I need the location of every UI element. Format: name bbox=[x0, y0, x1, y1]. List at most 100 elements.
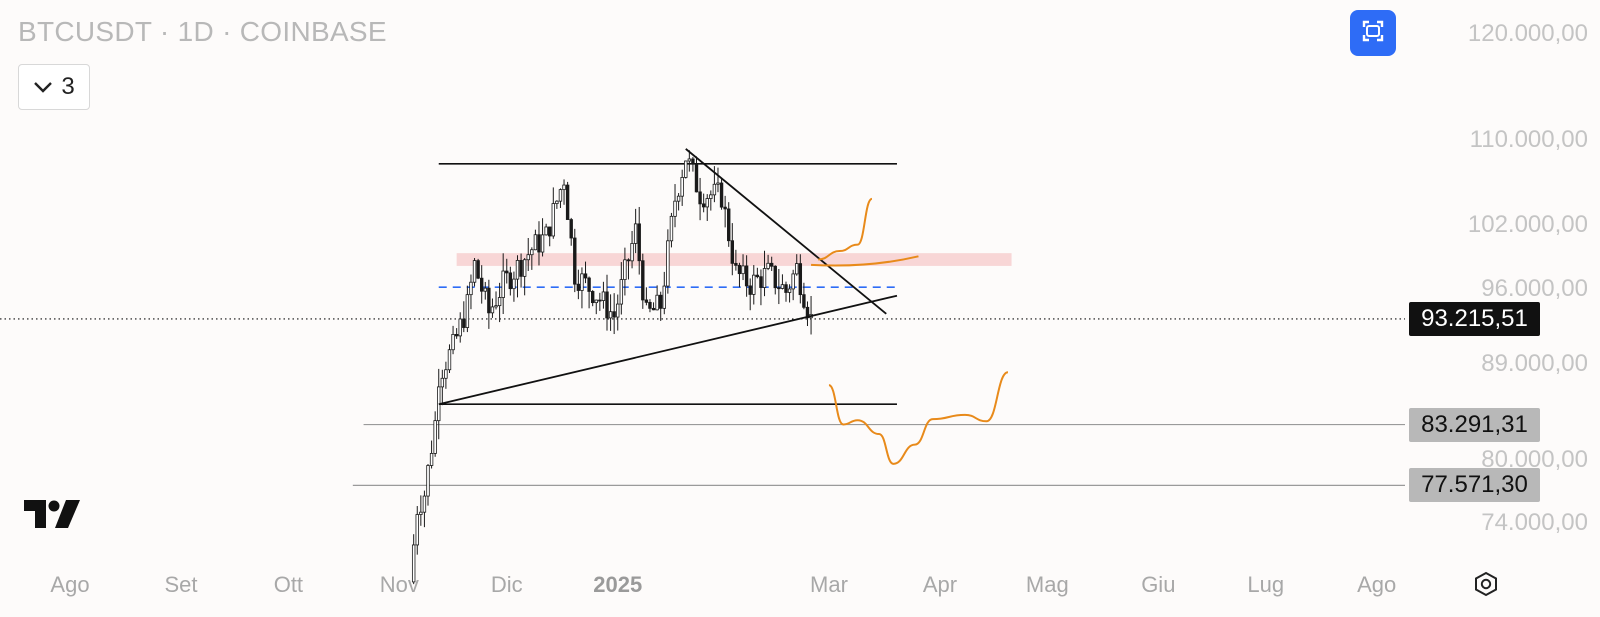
triangle-upper-trendline bbox=[685, 148, 887, 315]
indicators-toggle-button[interactable]: 3 bbox=[18, 64, 90, 110]
candle bbox=[587, 276, 591, 309]
candle bbox=[562, 179, 566, 205]
bullish-projection-path bbox=[818, 197, 873, 261]
time-axis-label: Apr bbox=[922, 572, 958, 597]
chevron-down-icon bbox=[33, 80, 53, 94]
candle bbox=[777, 268, 781, 305]
candle bbox=[630, 230, 634, 269]
candle bbox=[451, 325, 455, 355]
candle bbox=[687, 150, 692, 172]
candle bbox=[744, 255, 749, 297]
candle-body bbox=[479, 277, 484, 292]
candle-body bbox=[501, 270, 505, 298]
candle bbox=[601, 281, 606, 309]
candle-body bbox=[422, 495, 427, 513]
candle bbox=[429, 440, 434, 469]
candle-body bbox=[451, 334, 455, 351]
candle-body bbox=[741, 265, 745, 275]
candle bbox=[798, 254, 803, 304]
candle bbox=[805, 301, 810, 327]
indicator-count: 3 bbox=[61, 73, 75, 100]
candle bbox=[662, 271, 666, 315]
candle-body bbox=[472, 260, 477, 283]
candle bbox=[469, 274, 473, 310]
candle bbox=[719, 178, 724, 210]
candle-body bbox=[415, 514, 419, 546]
candle-body bbox=[795, 263, 799, 275]
candle-body bbox=[519, 260, 523, 277]
candle-body bbox=[676, 195, 681, 202]
candle bbox=[515, 255, 520, 298]
candle bbox=[444, 361, 448, 389]
candle bbox=[737, 262, 742, 288]
candle bbox=[727, 202, 731, 247]
level-price-badge: 77.571,30 bbox=[1409, 468, 1540, 503]
candle bbox=[673, 184, 677, 228]
candle-body bbox=[773, 265, 777, 289]
candle bbox=[440, 369, 445, 406]
candle-body bbox=[784, 284, 788, 293]
candle bbox=[698, 177, 702, 221]
candle bbox=[576, 269, 581, 300]
candle bbox=[784, 281, 788, 302]
candle bbox=[769, 256, 774, 271]
candle-body bbox=[447, 349, 452, 371]
candle-body bbox=[737, 264, 742, 275]
candle bbox=[795, 254, 799, 276]
candle bbox=[526, 238, 530, 271]
candle bbox=[522, 258, 527, 296]
resistance-zone bbox=[456, 253, 1012, 266]
candle-body bbox=[601, 291, 606, 301]
candle-body bbox=[458, 318, 462, 337]
time-axis-label: Mag bbox=[1025, 572, 1069, 597]
candle bbox=[762, 250, 767, 297]
candle bbox=[651, 302, 656, 311]
candle-body bbox=[691, 158, 695, 165]
candle bbox=[608, 294, 613, 331]
candle bbox=[616, 294, 620, 331]
candle bbox=[626, 258, 631, 280]
candle bbox=[666, 229, 670, 294]
candle-body bbox=[648, 301, 652, 309]
tradingview-logo[interactable] bbox=[22, 498, 82, 535]
time-axis-label: Nov bbox=[379, 572, 419, 597]
candle-body bbox=[730, 240, 734, 264]
candle bbox=[558, 188, 563, 208]
candle bbox=[633, 208, 638, 254]
settings-icon[interactable] bbox=[1472, 570, 1500, 603]
candle bbox=[766, 254, 770, 271]
candle-body bbox=[762, 268, 767, 288]
candle-body bbox=[598, 299, 602, 302]
time-axis-label: Ago bbox=[50, 572, 90, 597]
candle bbox=[583, 261, 588, 284]
fullscreen-button[interactable] bbox=[1350, 10, 1396, 56]
candle bbox=[479, 265, 484, 304]
triangle-lower-trendline bbox=[438, 294, 898, 406]
candle bbox=[709, 190, 713, 211]
candle-body bbox=[465, 294, 470, 328]
candle-body bbox=[562, 184, 566, 191]
candle bbox=[730, 223, 734, 276]
candle-body bbox=[587, 277, 591, 292]
candle-body bbox=[508, 272, 513, 290]
candle bbox=[676, 193, 681, 211]
candle-body bbox=[651, 307, 656, 311]
candle-body bbox=[583, 273, 588, 279]
candle-body bbox=[659, 294, 663, 309]
candle-body bbox=[469, 281, 473, 296]
candle-body bbox=[666, 240, 670, 287]
candle bbox=[537, 221, 541, 266]
candle bbox=[755, 267, 760, 279]
candle-body bbox=[777, 287, 781, 290]
fullscreen-icon bbox=[1361, 19, 1385, 48]
candle-body bbox=[687, 158, 692, 162]
candle-body bbox=[705, 198, 709, 208]
candle-body bbox=[530, 249, 534, 256]
candle-body bbox=[669, 215, 674, 242]
time-axis-label: Ago bbox=[1357, 572, 1397, 597]
candle-body bbox=[526, 254, 530, 261]
candle-body bbox=[565, 184, 570, 220]
candle-body bbox=[787, 288, 792, 293]
candle-body bbox=[605, 291, 609, 319]
